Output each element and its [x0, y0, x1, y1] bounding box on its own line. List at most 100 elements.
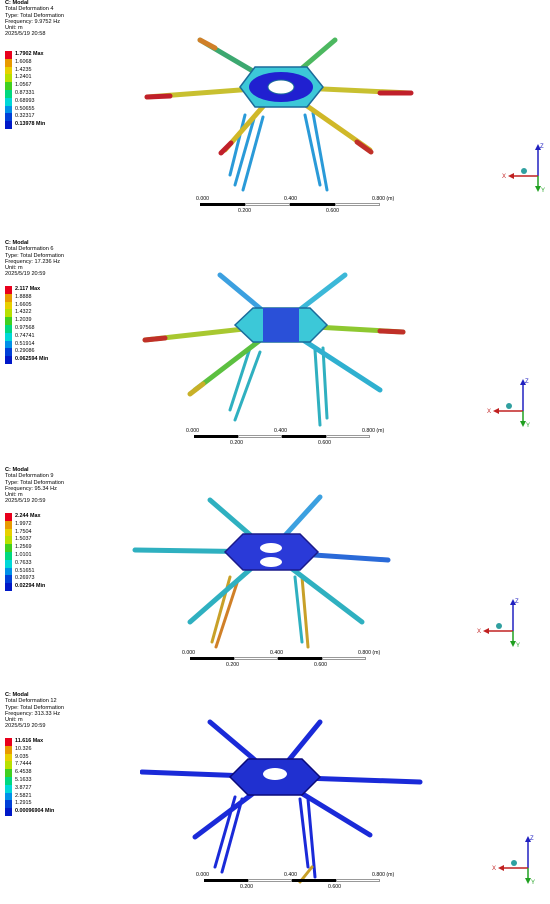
result-timestamp: 2025/5/19 20:59: [5, 723, 46, 730]
legend-label: 1.5037: [15, 536, 32, 543]
result-unit: Unit: m: [5, 492, 23, 499]
legend-label: 0.87331: [15, 89, 35, 96]
scale-label: 0.000: [182, 650, 195, 656]
legend-label: 0.97568: [15, 324, 35, 331]
legend-row: 3.8727: [5, 784, 85, 793]
scale-segment: [282, 435, 326, 438]
result-info: C: Modal Total Deformation 12 Type: Tota…: [5, 692, 64, 730]
scale-segment: [194, 435, 238, 438]
legend-row: 1.4235: [5, 66, 85, 75]
legend-swatch: [5, 513, 12, 521]
x-axis-label: X: [492, 866, 496, 872]
legend-swatch: [5, 332, 12, 341]
legend-label: 0.51651: [15, 567, 35, 574]
scale-label: 0.600: [326, 208, 339, 214]
z-axis-label: Z: [540, 144, 544, 150]
scale-label: 0.200: [230, 440, 243, 446]
scale-segment: [190, 657, 234, 660]
result-unit: Unit: m: [5, 25, 23, 32]
scale-label: 0.000: [186, 428, 199, 434]
scale-segment: [278, 657, 322, 660]
result-panel-1: C: Modal Total Deformation 4 Type: Total…: [0, 0, 550, 220]
legend-row: 0.50655: [5, 105, 85, 114]
scale-segment: [322, 657, 366, 660]
z-axis-label: Z: [530, 836, 534, 842]
legend-label: 1.2039: [15, 317, 32, 324]
legend-swatch: [5, 583, 12, 591]
legend-row: 6.4538: [5, 769, 85, 777]
result-type: Type: Total Deformation: [5, 12, 64, 19]
legend-swatch: [5, 776, 12, 785]
legend-row: 1.7902 Max: [5, 51, 85, 59]
legend-row: 0.97568: [5, 324, 85, 333]
legend-swatch: [5, 784, 12, 793]
result-name: Total Deformation 12: [5, 698, 57, 705]
legend-label: 0.68993: [15, 97, 35, 104]
legend-row: 9.035: [5, 753, 85, 762]
scale-segment: [238, 435, 282, 438]
scale-label: 0.200: [226, 662, 239, 668]
coordinate-triad: Z X Y: [477, 599, 520, 649]
scale-label: 0.200: [238, 208, 251, 214]
result-frequency: Frequency: 17.236 Hz: [5, 258, 61, 265]
legend-swatch: [5, 51, 12, 59]
scale-label: 0.600: [318, 440, 331, 446]
legend-row: 5.1633: [5, 776, 85, 785]
legend-swatch: [5, 317, 12, 325]
legend-swatch: [5, 544, 12, 552]
legend-row: 0.7633: [5, 559, 85, 568]
legend-row: 7.7444: [5, 761, 85, 770]
legend-swatch: [5, 536, 12, 545]
legend-swatch: [5, 89, 12, 98]
legend-label: 1.6068: [15, 58, 32, 65]
legend-label: 1.2915: [15, 800, 32, 807]
legend-row: 0.062594 Min: [5, 356, 85, 364]
legend-swatch: [5, 738, 12, 746]
legend-swatch: [5, 745, 12, 754]
coordinate-triad: Z X Y: [502, 144, 545, 194]
coordinate-triad: Z X Y: [492, 836, 535, 886]
legend-label: 5.1633: [15, 776, 32, 783]
legend-label: 1.0567: [15, 82, 32, 89]
legend-row: 0.02294 Min: [5, 583, 85, 591]
result-panel-3: C: Modal Total Deformation 9 Type: Total…: [0, 467, 550, 692]
legend-row: 0.87331: [5, 89, 85, 98]
scale-segment: [234, 657, 278, 660]
scale-segment: [245, 203, 290, 206]
legend-min-label: 0.00096904 Min: [15, 808, 55, 815]
legend-swatch: [5, 348, 12, 357]
legend-label: 1.8888: [15, 293, 32, 300]
result-unit: Unit: m: [5, 717, 23, 724]
legend-max-label: 11.616 Max: [15, 738, 44, 744]
legend-label: 0.32317: [15, 113, 35, 120]
legend-max-label: 1.7902 Max: [15, 51, 44, 57]
legend-swatch: [5, 340, 12, 349]
scale-segment: [204, 879, 248, 882]
scale-bar: 0.000 0.400 0.800 (m) 0.200 0.600: [190, 872, 400, 894]
legend-row: 2.117 Max: [5, 286, 85, 294]
legend-row: 0.32317: [5, 113, 85, 122]
legend-label: 1.0101: [15, 551, 32, 558]
scale-segment: [335, 203, 380, 206]
scale-label: 0.000: [196, 196, 209, 202]
scale-label: 0.600: [314, 662, 327, 668]
legend-swatch: [5, 293, 12, 302]
coordinate-triad: Z X Y: [487, 379, 530, 429]
legend-row: 0.51914: [5, 340, 85, 349]
scale-segment: [292, 879, 336, 882]
legend-swatch: [5, 121, 12, 129]
legend-row: 1.0101: [5, 551, 85, 560]
legend-swatch: [5, 286, 12, 294]
legend-swatch: [5, 520, 12, 529]
legend-label: 6.4538: [15, 769, 32, 776]
legend-swatch: [5, 356, 12, 364]
legend-min-label: 0.062594 Min: [15, 356, 49, 363]
legend-swatch: [5, 769, 12, 777]
legend-label: 7.7444: [15, 761, 32, 768]
z-axis-label: Z: [515, 599, 519, 605]
color-legend: 2.117 Max 1.8888 1.6605 1.4322 1.2039 0.…: [5, 286, 85, 364]
legend-swatch: [5, 301, 12, 310]
legend-swatch: [5, 105, 12, 114]
result-frequency: Frequency: 313.33 Hz: [5, 710, 61, 717]
legend-row: 0.26973: [5, 575, 85, 584]
